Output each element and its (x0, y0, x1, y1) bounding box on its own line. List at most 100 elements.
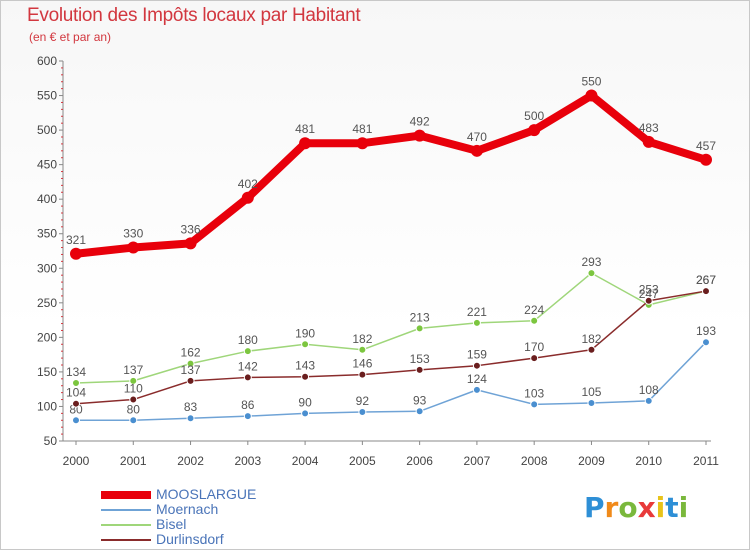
data-point (587, 345, 596, 354)
data-point (358, 345, 367, 354)
data-point (129, 395, 138, 404)
data-point (644, 396, 653, 405)
y-tick-label: 500 (37, 123, 57, 137)
legend-swatch (101, 490, 151, 499)
data-label: 500 (524, 109, 544, 123)
legend-label: MOOSLARGUE (156, 486, 257, 502)
data-label: 92 (356, 394, 370, 408)
legend-swatch (101, 508, 151, 511)
data-point (587, 399, 596, 407)
legend-label: Moernach (156, 501, 219, 517)
y-tick-label: 250 (37, 296, 57, 310)
data-label: 267 (696, 273, 716, 287)
data-label: 90 (298, 395, 312, 409)
x-tick-label: 2005 (349, 454, 376, 468)
logo-letter: o (618, 491, 638, 524)
y-tick-label: 150 (37, 365, 57, 379)
x-tick-label: 2003 (234, 454, 261, 468)
data-point (301, 340, 310, 349)
y-tick-label: 350 (37, 227, 57, 241)
data-point (530, 316, 539, 325)
data-point (72, 378, 80, 387)
data-label: 336 (181, 222, 201, 236)
logo-letter: t (665, 491, 679, 524)
data-label: 481 (295, 122, 315, 136)
data-label: 213 (410, 310, 430, 324)
data-label: 86 (241, 398, 255, 412)
x-tick-label: 2002 (177, 454, 204, 468)
data-point (415, 324, 424, 333)
data-point (129, 376, 138, 385)
data-point (243, 412, 252, 421)
legend-label: Bisel (156, 516, 187, 532)
data-label: 481 (352, 122, 372, 136)
data-point (700, 153, 712, 166)
data-label: 104 (66, 386, 86, 400)
x-tick-label: 2000 (63, 454, 90, 468)
data-point (642, 135, 655, 148)
data-point (301, 409, 310, 418)
y-tick-label: 200 (37, 330, 57, 344)
y-tick-label: 50 (44, 434, 58, 448)
data-label: 247 (639, 287, 659, 301)
y-tick-label: 100 (37, 399, 57, 413)
chart-title: Evolution des Impôts locaux par Habitant (27, 5, 361, 26)
series-line-moernach (75, 341, 707, 422)
data-point (186, 376, 195, 385)
data-point (702, 287, 710, 296)
data-label: 330 (123, 227, 143, 241)
series-line-mooslargue (72, 91, 710, 258)
chart-subtitle: (en € et par an) (29, 30, 112, 44)
x-tick-label: 2008 (521, 454, 548, 468)
data-label: 134 (66, 365, 86, 379)
data-label: 153 (410, 352, 430, 366)
data-label: 137 (181, 363, 201, 377)
data-label: 143 (295, 359, 315, 373)
data-point (243, 373, 252, 382)
data-label: 146 (352, 357, 372, 371)
x-tick-label: 2001 (120, 454, 147, 468)
legend-label: Durlinsdorf (156, 531, 224, 547)
data-label: 124 (467, 372, 487, 386)
data-point (70, 247, 82, 260)
data-label: 159 (467, 348, 487, 362)
logo-letter: i (655, 491, 666, 524)
data-point (472, 385, 481, 394)
y-tick-label: 400 (37, 192, 57, 206)
data-point (72, 399, 80, 408)
data-point (702, 338, 710, 347)
y-tick-label: 550 (37, 89, 57, 103)
proxiti-logo: Proxiti (584, 491, 688, 524)
data-point (585, 89, 598, 102)
data-label: 190 (295, 326, 315, 340)
data-label: 550 (581, 75, 601, 89)
data-label: 182 (352, 332, 372, 346)
data-label: 105 (581, 385, 601, 399)
data-label: 253 (639, 283, 659, 297)
data-label: 108 (639, 383, 659, 397)
logo-letter: x (637, 491, 656, 524)
data-point (186, 359, 195, 368)
logo-letter: P (584, 491, 605, 524)
data-point (358, 407, 367, 416)
data-point (587, 269, 596, 278)
x-tick-label: 2006 (406, 454, 433, 468)
data-label: 137 (123, 363, 143, 377)
data-label: 180 (238, 333, 258, 347)
data-point (127, 241, 140, 254)
data-point (356, 137, 369, 150)
data-label: 110 (124, 382, 143, 396)
data-point (129, 416, 138, 425)
data-point (184, 237, 197, 250)
legend-swatch (101, 523, 151, 526)
data-point (241, 191, 254, 204)
data-point (72, 416, 80, 425)
x-tick-label: 2004 (292, 454, 319, 468)
data-point (470, 144, 483, 157)
x-tick-label: 2009 (578, 454, 605, 468)
data-point (301, 372, 310, 381)
data-label: 483 (639, 121, 659, 135)
data-point (415, 407, 424, 416)
